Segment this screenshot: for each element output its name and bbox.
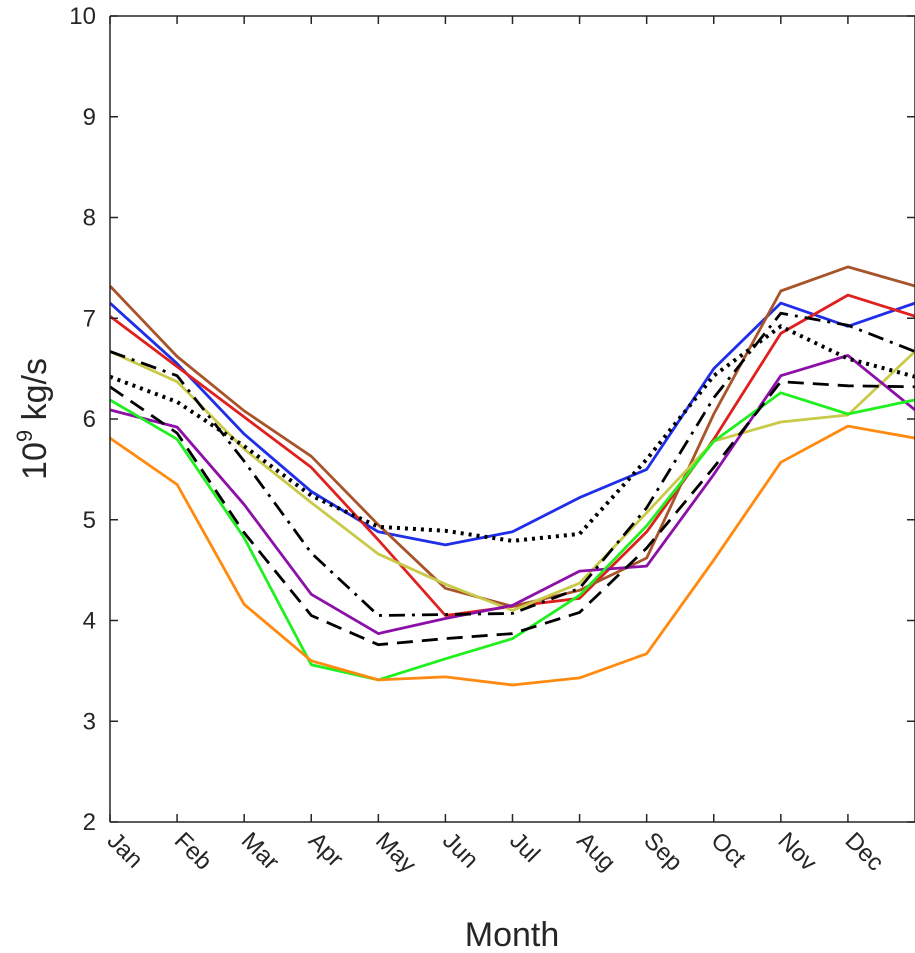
y-tick-label: 5 (83, 507, 96, 534)
x-tick-label: Jun (437, 827, 483, 873)
y-tick-label: 10 (69, 3, 96, 30)
y-axis-title-base: 10 (16, 442, 54, 480)
y-tick-label: 8 (83, 205, 96, 232)
y-tick-label: 7 (83, 305, 96, 332)
y-tick-label: 3 (83, 708, 96, 735)
x-tick-label: Mar (236, 827, 284, 875)
series-line-10 (109, 380, 915, 647)
x-tick-label: May (370, 827, 421, 878)
series-line-7 (109, 424, 915, 687)
series-line-1 (109, 301, 915, 547)
x-tick-label: Apr (303, 827, 349, 873)
plot-background (110, 16, 915, 822)
series-line-8 (109, 311, 915, 617)
x-tick-label: Jan (102, 827, 148, 873)
x-tick-label: Aug (571, 827, 620, 876)
y-axis-title-exponent: 9 (12, 430, 37, 442)
x-tick-label: Sep (638, 827, 687, 876)
series-layer (108, 265, 915, 687)
series-line-6 (109, 391, 915, 682)
y-tick-label: 9 (83, 104, 96, 131)
y-axis-title-unit: kg/s (16, 358, 54, 430)
x-axis-title: Month (465, 916, 560, 953)
y-tick-label: 2 (83, 809, 96, 836)
x-tick-label: Oct (706, 827, 752, 873)
y-tick-label: 4 (83, 608, 96, 635)
series-line-4 (109, 350, 915, 612)
x-tick-label: Jul (504, 827, 545, 868)
x-tick-label: Feb (169, 827, 217, 875)
x-tick-label: Dec (840, 827, 889, 876)
y-axis-title: 109 kg/s (12, 358, 54, 480)
series-line-9 (109, 324, 915, 543)
y-tick-label: 6 (83, 406, 96, 433)
series-line-5 (109, 354, 915, 635)
x-tick-label: Nov (773, 827, 822, 876)
